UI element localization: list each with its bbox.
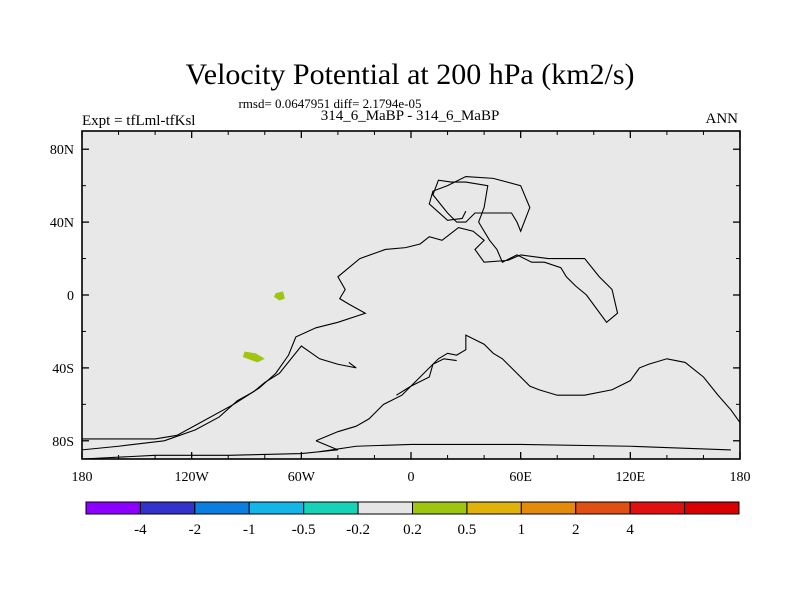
colorbar-box xyxy=(248,501,305,515)
colorbar-label: -2 xyxy=(189,522,202,538)
colorbar-label: 0.5 xyxy=(458,522,477,538)
colorbar-label: 1 xyxy=(518,522,526,538)
x-tick-label: 180 xyxy=(72,470,93,485)
colorbar-box xyxy=(357,501,413,515)
x-tick-label: 180 xyxy=(730,470,751,485)
y-tick-label: 0 xyxy=(67,289,74,304)
coastline-2 xyxy=(315,334,741,442)
colorbar-box xyxy=(466,501,522,515)
x-tick-label: 60E xyxy=(509,470,532,485)
left-label: Expt = tfLml-tfKsl xyxy=(82,113,195,129)
coastline-0 xyxy=(82,176,619,440)
x-tick-label: 60W xyxy=(288,470,316,485)
y-tick-label: 40S xyxy=(52,362,74,377)
x-tick-label: 0 xyxy=(408,470,415,485)
y-tick-label: 80S xyxy=(52,435,74,450)
colorbar-box xyxy=(575,501,631,515)
colorbar-box xyxy=(194,501,250,515)
coastline-4 xyxy=(319,443,731,453)
chart-subtitle: rmsd= 0.0647951 diff= 2.1794e-05 xyxy=(238,96,421,111)
colorbar-label: 2 xyxy=(572,522,580,538)
plot-background xyxy=(82,131,740,459)
colorbar-label: -0.5 xyxy=(292,522,316,538)
colorbar: -4 -2 -1 -0.5 -0.2 0.2 0.5 1 2 4 xyxy=(85,501,740,538)
right-label: ANN xyxy=(706,111,739,127)
x-tick-label: 120E xyxy=(616,470,646,485)
center-label: 314_6_MaBP - 314_6_MaBP xyxy=(321,108,500,124)
coastline-3 xyxy=(81,440,339,460)
colorbar-box xyxy=(629,501,686,515)
filled-contour-1 xyxy=(273,291,285,301)
colorbar-label: -0.2 xyxy=(346,522,370,538)
filled-contour-0 xyxy=(242,351,265,363)
coastline-5 xyxy=(396,358,457,396)
y-tick-label: 80N xyxy=(50,143,74,158)
colorbar-label: -4 xyxy=(134,522,147,538)
chart-title: Velocity Potential at 200 hPa (km2/s) xyxy=(185,58,634,91)
colorbar-label: 4 xyxy=(626,522,634,538)
colorbar-label: -1 xyxy=(243,522,256,538)
colorbar-box xyxy=(85,501,141,515)
colorbar-label: 0.2 xyxy=(403,522,422,538)
colorbar-box xyxy=(303,501,359,515)
map-plot-area: 180 120W 60W 0 60E 120E 180 80N 40N 0 40S 80S xyxy=(50,130,751,485)
colorbar-box xyxy=(520,501,577,515)
colorbar-box xyxy=(139,501,196,515)
y-tick-label: 40N xyxy=(50,216,74,231)
coastline-1 xyxy=(81,345,357,451)
colorbar-box xyxy=(684,501,740,515)
colorbar-box xyxy=(412,501,468,515)
x-tick-label: 120W xyxy=(175,470,210,485)
